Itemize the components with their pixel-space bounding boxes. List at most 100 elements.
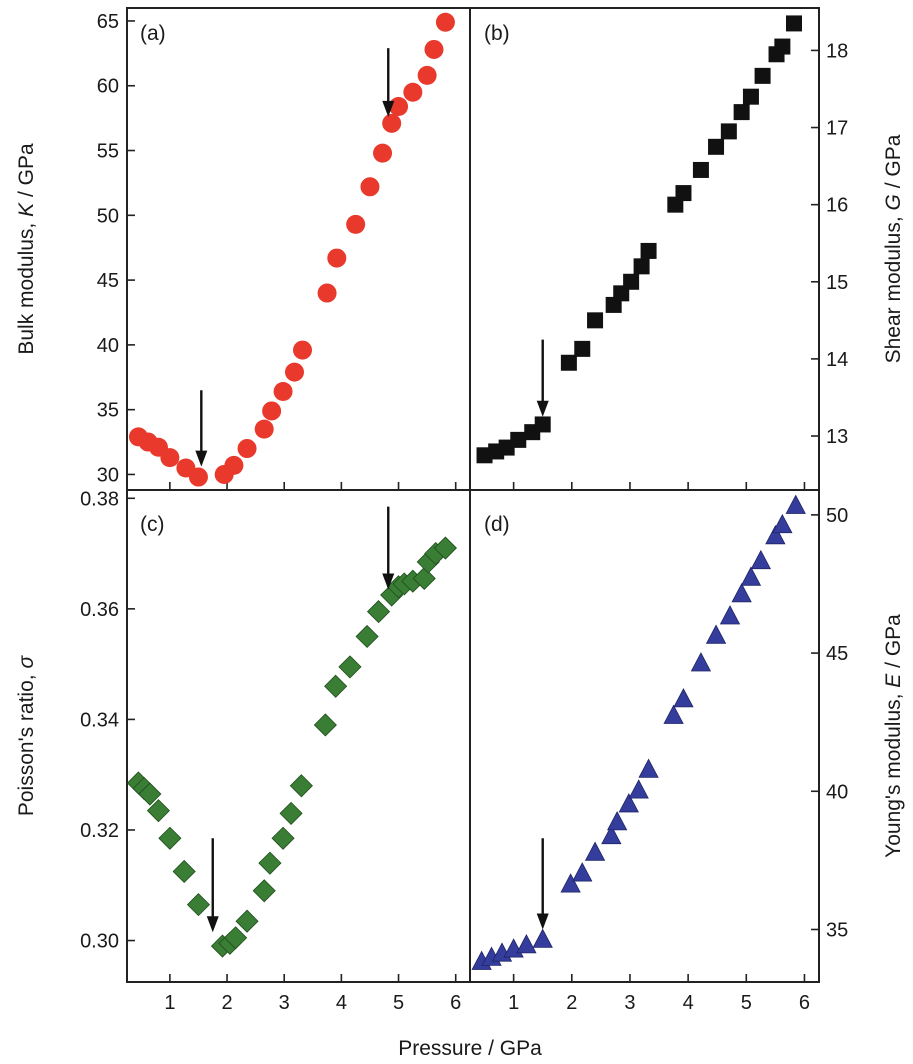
panel-c-point — [235, 909, 259, 933]
panel-b-point — [574, 340, 591, 357]
panel-a-point — [284, 362, 304, 382]
panel-d-point — [731, 583, 752, 603]
panel-a-ytick-label: 60 — [97, 76, 119, 98]
panel-b-point — [733, 104, 750, 121]
panel-c-x-ticks: 1 2 3 4 5 6 — [164, 974, 461, 1014]
panel-a-point — [293, 340, 313, 360]
panel-a-ytick-label: 45 — [97, 270, 119, 292]
panel-b-ytick-label: 13 — [826, 426, 848, 448]
panel-a-point — [160, 448, 180, 468]
panel-b-point — [534, 416, 551, 433]
panel-b-ytick-label: 16 — [826, 195, 848, 217]
panel-c-point — [279, 801, 303, 825]
panel-c-point — [271, 826, 295, 850]
panel-c-point — [224, 926, 248, 950]
panel-a-point — [188, 467, 208, 487]
panel-d-xtick-label: 3 — [624, 992, 635, 1014]
panel-b-point — [640, 242, 657, 259]
panel-a-point — [237, 439, 257, 459]
panel-b-point — [720, 123, 737, 140]
panel-a-arrow-head — [195, 450, 208, 467]
panel-d-point — [628, 779, 649, 799]
panel-a-point — [254, 419, 274, 439]
panel-c-xtick-label: 1 — [164, 992, 175, 1014]
panel-c-arrow-head — [206, 916, 219, 933]
panel-d-xtick-label: 5 — [741, 992, 752, 1014]
panel-b-y-ticks: 13 14 15 16 17 18 — [512, 40, 848, 490]
panel-b-ytick-label: 15 — [826, 272, 848, 294]
panel-b-point — [510, 431, 527, 448]
panel-d-ytick-label: 35 — [826, 919, 848, 941]
panel-a-point — [327, 248, 347, 268]
panel-d-point — [765, 524, 786, 545]
panel-c-ytick-label: 0.32 — [80, 820, 119, 842]
panel-d-ytick-label: 50 — [826, 505, 848, 527]
panel-d-label: (d) — [484, 513, 510, 536]
panel-d-arrows — [536, 838, 549, 930]
panel-b-point — [774, 38, 791, 55]
panel-c-xtick-label: 6 — [450, 992, 461, 1014]
y-axis-title-c: Poisson's ratio, σ — [15, 655, 38, 817]
panel-a-point — [262, 401, 282, 421]
panel-d-point — [673, 688, 694, 708]
panel-a-point — [435, 12, 455, 32]
panel-c-xtick-label: 2 — [221, 992, 232, 1014]
panel-c-point — [146, 799, 171, 823]
panel-c-xtick-label: 3 — [279, 992, 290, 1014]
panel-c-point — [313, 713, 337, 737]
panel-a-ytick-label: 30 — [97, 464, 119, 486]
y-axis-title-a: Bulk modulus, K / GPa — [15, 143, 38, 355]
panel-c-xtick-label: 5 — [393, 992, 404, 1014]
panel-a: (a) 30 35 40 45 50 55 60 65 — [97, 7, 471, 491]
panel-d-point — [606, 811, 628, 831]
panel-b-point — [560, 354, 577, 371]
panel-d-point — [638, 758, 659, 778]
panel-a-point — [403, 82, 423, 102]
y-axis-title-b: Shear modulus, G / GPa — [882, 134, 905, 363]
panel-b-point — [633, 258, 650, 275]
panel-d-point — [772, 513, 793, 534]
panel-a-ytick-label: 35 — [97, 400, 119, 422]
panel-d-point — [532, 928, 553, 948]
panel-c-markers — [126, 536, 457, 958]
panel-d-point — [690, 652, 712, 672]
panel-c-point — [324, 674, 348, 698]
panel-b-point — [742, 88, 759, 105]
panel-a-ytick-label: 40 — [97, 335, 119, 357]
panel-c-point — [366, 600, 391, 624]
panel-b-arrow-head — [536, 400, 549, 417]
panel-b-point — [675, 185, 692, 202]
panel-a-ytick-label: 55 — [97, 141, 119, 163]
panel-a-point — [417, 65, 437, 85]
panel-c-point — [172, 859, 196, 884]
panel-d-ytick-label: 40 — [826, 781, 848, 803]
panel-a-point — [373, 143, 393, 163]
panel-c-arrows — [206, 506, 395, 933]
panel-b-point — [587, 312, 604, 329]
panel-d-point — [663, 704, 684, 724]
panel-d-y-ticks: 35 40 45 50 — [811, 505, 848, 941]
panel-c-point — [338, 655, 362, 679]
panel-b-point — [785, 15, 802, 32]
panel-a-point — [317, 283, 337, 303]
panel-c-label: (c) — [140, 513, 165, 536]
panel-c-point — [258, 851, 282, 875]
panel-c-ytick-label: 0.38 — [80, 488, 119, 510]
panel-b-markers — [476, 15, 802, 464]
panel-c-point — [433, 536, 457, 560]
panel-c-point — [186, 893, 211, 917]
panel-c-point — [252, 879, 276, 903]
panel-a-arrows — [195, 48, 395, 467]
panel-c-ytick-label: 0.34 — [80, 709, 119, 731]
panel-c-point — [289, 774, 313, 798]
panel-d-point — [516, 934, 537, 954]
panel-d-point — [785, 494, 806, 514]
y-axis-title-d: Young's modulus, E / GPa — [882, 614, 905, 858]
panel-c: (c) 0.30 0.32 0.34 0.36 0.38 1 2 3 4 5 6 — [80, 488, 471, 1014]
x-axis-title: Pressure / GPa — [398, 1037, 542, 1060]
panel-a-point — [424, 39, 444, 59]
panel-b-ytick-label: 17 — [826, 118, 848, 140]
panel-d-point — [705, 624, 727, 644]
